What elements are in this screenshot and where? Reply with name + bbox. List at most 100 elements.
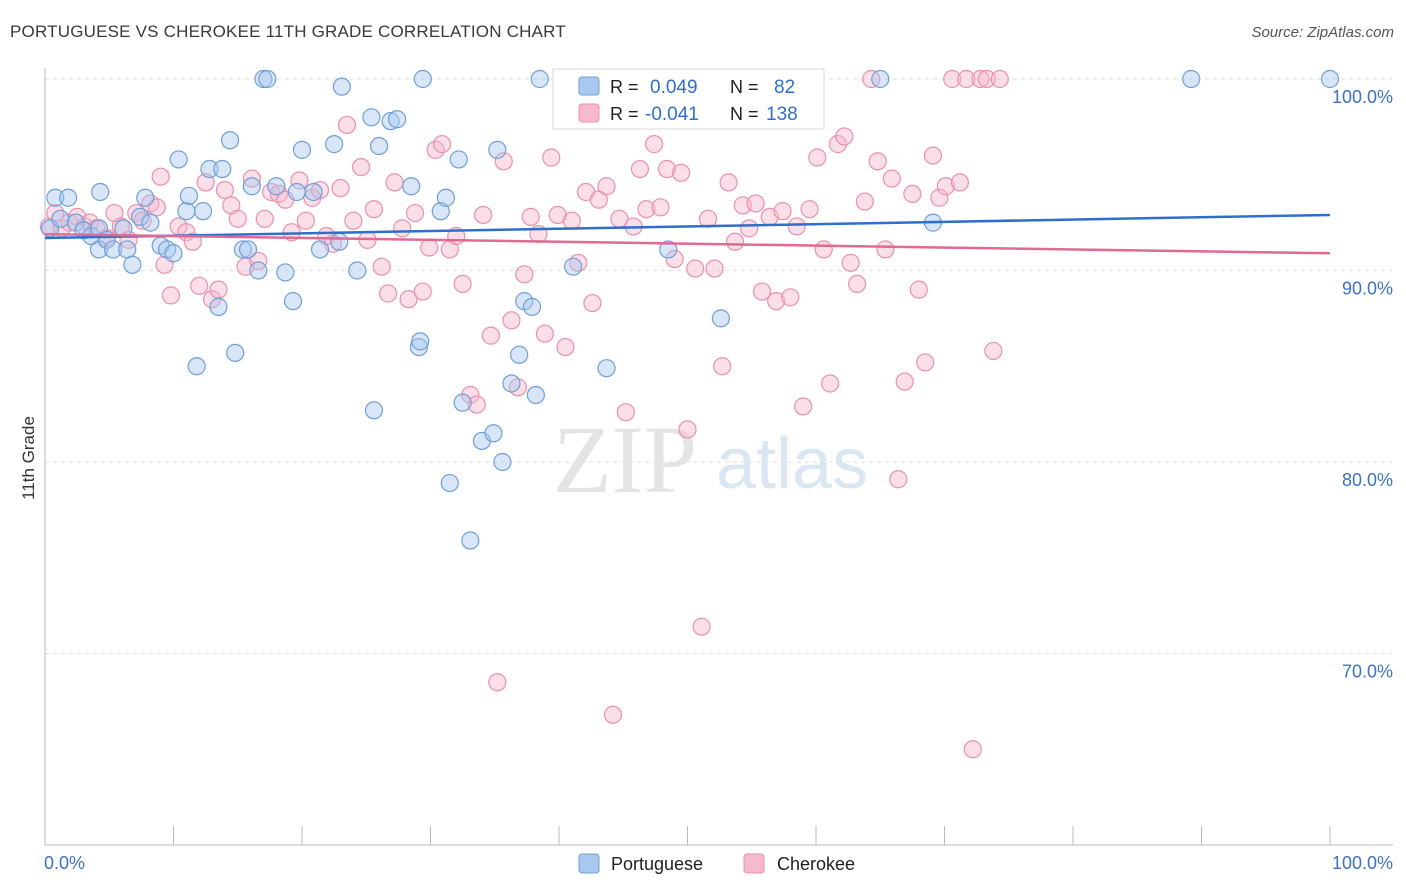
stats-legend: R = 0.049 N = 82 R = -0.041 N = 138 (552, 68, 825, 130)
portuguese-point-8 (89, 240, 109, 259)
portuguese-point-50 (370, 136, 389, 156)
cherokee-point-132 (936, 177, 955, 196)
portuguese-point-77 (711, 309, 731, 328)
cherokee-point-87 (630, 159, 650, 179)
portuguese-point-58 (436, 188, 456, 207)
portuguese-point-44 (325, 135, 344, 154)
portuguese-point-48 (362, 108, 381, 127)
portuguese-point-73 (564, 257, 583, 276)
cherokee-point-110 (787, 217, 806, 236)
cherokee-point-122 (868, 152, 887, 171)
cherokee-point-128 (909, 280, 928, 299)
cherokee-point-83 (603, 705, 623, 724)
bottom-legend-cherokee[interactable]: Cherokee (777, 854, 855, 874)
cherokee-trend-line (44, 232, 1331, 255)
portuguese-point-1 (46, 188, 65, 207)
x-tick-label-max: 100.0% (1332, 853, 1393, 873)
cherokee-point-18 (161, 286, 181, 305)
cherokee-point-100 (719, 173, 738, 192)
portuguese-point-25 (193, 202, 213, 221)
cherokee-point-131 (930, 188, 949, 207)
portuguese-point-66 (493, 452, 512, 472)
cherokee-point-124 (882, 169, 901, 188)
legend-swatch-portuguese (578, 76, 600, 96)
portuguese-point-61 (453, 393, 472, 412)
cherokee-point-129 (916, 353, 935, 372)
cherokee-point-23 (196, 173, 215, 192)
cherokee-point-49 (372, 257, 391, 276)
portuguese-point-29 (220, 131, 240, 150)
cherokee-point-94 (678, 420, 697, 439)
cherokee-point-76 (556, 338, 575, 357)
portuguese-point-2 (51, 209, 70, 228)
legend-n-value-portuguese: 82 (774, 77, 795, 98)
portuguese-point-4 (66, 213, 85, 232)
cherokee-point-109 (781, 288, 800, 307)
portuguese-point-30 (226, 343, 245, 362)
legend-r-value-cherokee: -0.041 (645, 104, 699, 125)
cherokee-point-25 (209, 280, 228, 299)
cherokee-point-98 (705, 259, 724, 278)
portuguese-point-9 (91, 182, 110, 202)
watermark-zip: ZIP (553, 406, 697, 513)
bottom-swatch-cherokee[interactable] (743, 853, 765, 874)
portuguese-point-74 (597, 359, 616, 378)
portuguese-point-70 (522, 297, 542, 316)
cherokee-point-65 (481, 326, 500, 345)
axes (44, 68, 1393, 846)
portuguese-point-23 (179, 186, 199, 205)
portuguese-point-52 (387, 110, 407, 129)
portuguese-point-64 (484, 424, 503, 443)
portuguese-point-67 (502, 374, 521, 393)
cherokee-point-105 (752, 282, 772, 301)
portuguese-point-40 (287, 182, 306, 202)
portuguese-point-62 (461, 531, 480, 550)
portuguese-point-32 (238, 240, 258, 259)
cherokee-point-96 (692, 617, 711, 636)
cherokee-point-123 (876, 240, 895, 259)
cherokee-points (39, 69, 1009, 759)
portuguese-point-31 (233, 240, 252, 259)
legend-r-value-portuguese: 0.049 (650, 77, 698, 98)
portuguese-point-34 (249, 261, 268, 280)
portuguese-point-43 (310, 240, 330, 259)
cherokee-point-139 (984, 341, 1003, 361)
y-tick-label-100: 100.0% (1332, 87, 1393, 107)
portuguese-point-24 (187, 357, 206, 376)
cherokee-point-113 (808, 148, 827, 167)
cherokee-point-46 (352, 157, 371, 177)
portuguese-trend-line (44, 213, 1331, 240)
portuguese-point-35 (254, 69, 273, 89)
cherokee-point-67 (494, 152, 513, 171)
cherokee-point-31 (249, 251, 268, 271)
portuguese-point-13 (118, 240, 137, 259)
cherokee-point-37 (290, 171, 309, 190)
cherokee-point-77 (562, 211, 581, 230)
bottom-legend-portuguese[interactable]: Portuguese (611, 854, 703, 874)
chart-title: PORTUGUESE VS CHEROKEE 11TH GRADE CORREL… (10, 22, 566, 41)
cherokee-point-80 (583, 293, 602, 313)
legend-r-label-portuguese: R = (610, 77, 639, 97)
y-tick-label-90: 90.0% (1342, 279, 1393, 299)
cherokee-point-66 (488, 673, 507, 692)
cherokee-point-56 (420, 238, 439, 257)
cherokee-point-43 (331, 179, 350, 198)
cherokee-point-52 (393, 219, 412, 238)
bottom-swatch-portuguese[interactable] (578, 853, 600, 874)
cherokee-point-95 (686, 259, 705, 278)
cherokee-point-16 (151, 167, 170, 186)
cherokee-point-63 (467, 395, 486, 414)
portuguese-point-21 (169, 150, 188, 169)
portuguese-point-47 (348, 261, 367, 280)
cherokee-point-127 (903, 184, 922, 203)
portuguese-point-65 (488, 140, 507, 159)
cherokee-point-101 (725, 232, 745, 251)
cherokee-point-103 (740, 219, 759, 238)
cherokee-point-114 (814, 240, 833, 259)
cherokee-point-126 (895, 372, 914, 391)
portuguese-point-42 (304, 182, 323, 202)
portuguese-point-72 (530, 69, 549, 89)
cherokee-point-91 (657, 159, 677, 179)
portuguese-point-78 (871, 69, 890, 89)
cherokee-point-134 (950, 173, 970, 192)
